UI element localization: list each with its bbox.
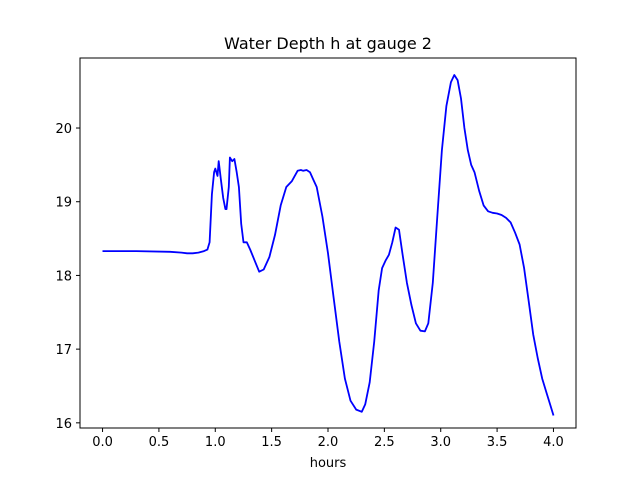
x-axis-ticks: 0.0 0.5 1.0 1.5 2.0 2.5 3.0 3.5 4.0	[92, 428, 564, 450]
chart-title: Water Depth h at gauge 2	[224, 34, 432, 53]
x-tick-label: 3.5	[487, 435, 508, 450]
x-tick-label: 1.0	[205, 435, 226, 450]
y-tick-label: 18	[55, 269, 72, 284]
series-line	[102, 74, 555, 416]
y-tick-label: 19	[55, 196, 72, 211]
y-axis-ticks: 16 17 18 19 20	[55, 122, 80, 432]
x-tick-label: 0.0	[92, 435, 113, 450]
x-tick-label: 2.5	[374, 435, 395, 450]
y-tick-label: 17	[55, 343, 72, 358]
y-tick-label: 20	[55, 122, 72, 137]
x-tick-label: 3.0	[430, 435, 451, 450]
x-tick-label: 0.5	[149, 435, 170, 450]
x-tick-label: 4.0	[543, 435, 564, 450]
x-tick-label: 2.0	[318, 435, 339, 450]
y-tick-label: 16	[55, 417, 72, 432]
plot-frame	[79, 57, 577, 429]
x-axis-label: hours	[310, 456, 347, 471]
x-tick-label: 1.5	[261, 435, 282, 450]
